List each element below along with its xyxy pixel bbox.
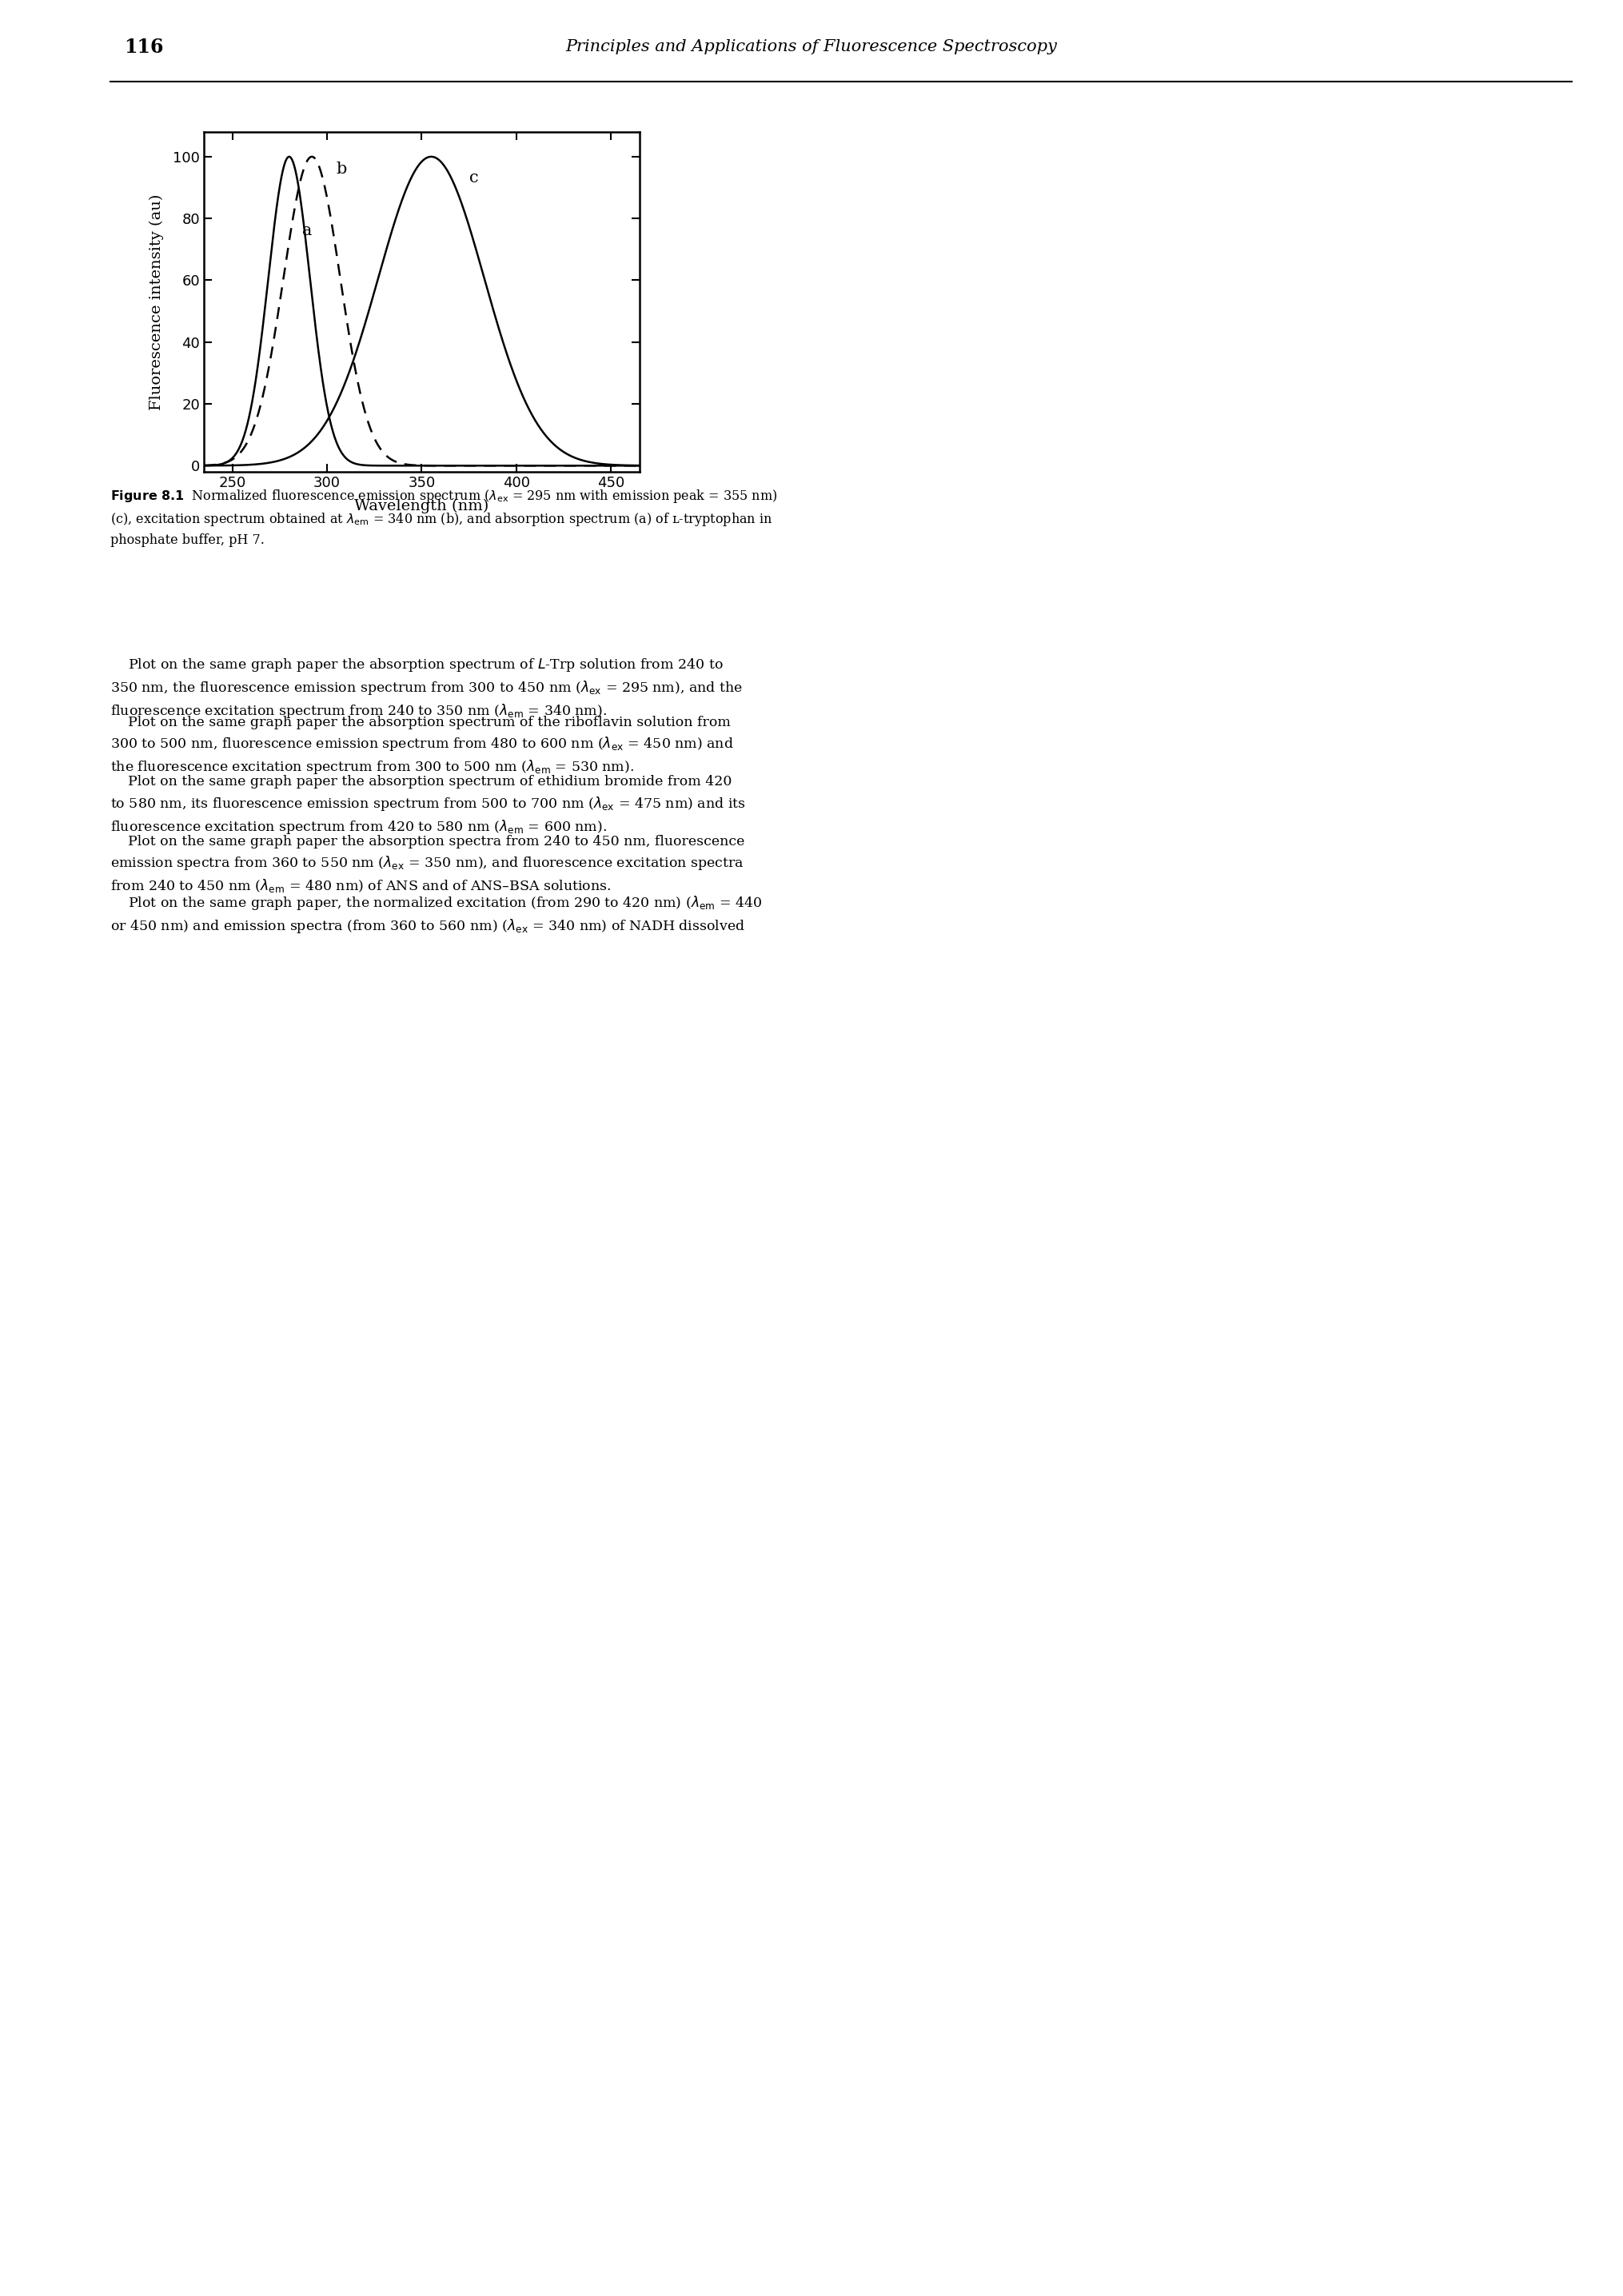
Text: 116: 116 [123, 37, 164, 57]
Text: b: b [336, 161, 347, 177]
Text: Plot on the same graph paper the absorption spectrum of the riboflavin solution : Plot on the same graph paper the absorpt… [110, 716, 734, 776]
X-axis label: Wavelength (nm): Wavelength (nm) [354, 498, 489, 514]
Y-axis label: Fluorescence intensity (au): Fluorescence intensity (au) [149, 193, 164, 411]
Text: Plot on the same graph paper, the normalized excitation (from 290 to 420 nm) ($\: Plot on the same graph paper, the normal… [110, 893, 763, 934]
Text: Plot on the same graph paper the absorption spectrum of ethidium bromide from 42: Plot on the same graph paper the absorpt… [110, 776, 745, 836]
Text: Plot on the same graph paper the absorption spectra from 240 to 450 nm, fluoresc: Plot on the same graph paper the absorpt… [110, 836, 745, 893]
Text: Plot on the same graph paper the absorption spectrum of $\mathit{L}$-Trp solutio: Plot on the same graph paper the absorpt… [110, 657, 742, 721]
Text: a: a [302, 223, 312, 239]
Text: c: c [469, 170, 479, 186]
Text: Principles and Applications of Fluorescence Spectroscopy: Principles and Applications of Fluoresce… [565, 39, 1057, 55]
Text: $\mathbf{Figure\ 8.1}$  Normalized fluorescence emission spectrum ($\lambda_{\rm: $\mathbf{Figure\ 8.1}$ Normalized fluore… [110, 487, 777, 546]
